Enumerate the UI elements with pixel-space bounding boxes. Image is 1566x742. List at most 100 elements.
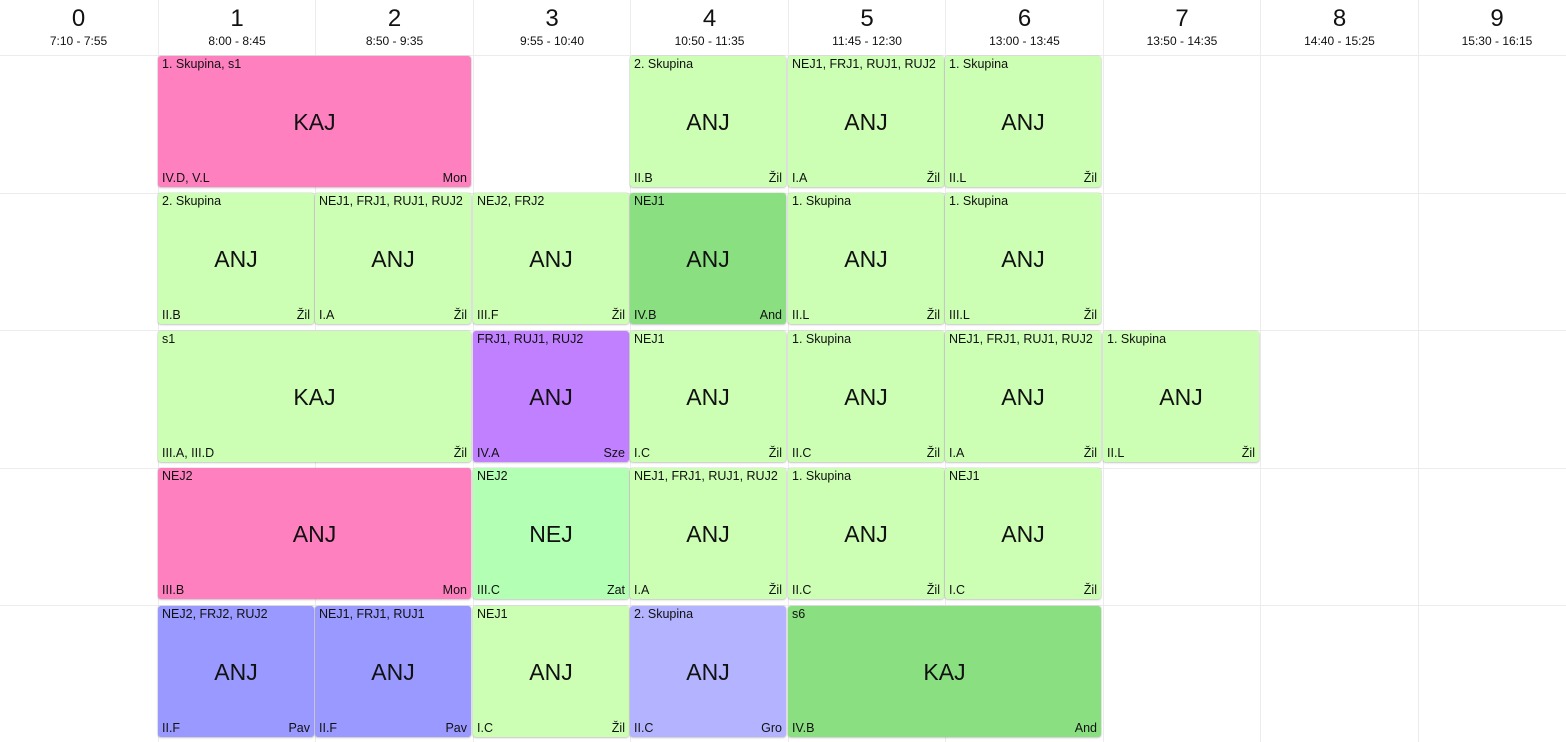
lesson-group-label: NEJ2 xyxy=(477,469,508,483)
lesson-group-label: 1. Skupina xyxy=(792,332,852,346)
lesson-card[interactable]: NEJ2, FRJ2, RUJ2 ANJ II.F Pav xyxy=(158,606,314,737)
lesson-group-label: NEJ2, FRJ2 xyxy=(477,194,545,208)
lesson-card[interactable]: 1. Skupina ANJ II.C Žil xyxy=(788,331,944,462)
period-number: 7 xyxy=(1175,5,1189,32)
period-time: 8:00 - 8:45 xyxy=(208,34,266,48)
lesson-class-label: II.B xyxy=(634,171,653,185)
lesson-group-label: FRJ1, RUJ1, RUJ2 xyxy=(477,332,584,346)
lesson-card[interactable]: NEJ2, FRJ2 ANJ III.F Žil xyxy=(473,193,629,324)
lesson-class-label: II.B xyxy=(162,308,181,322)
period-time: 14:40 - 15:25 xyxy=(1304,34,1375,48)
lesson-teacher-label: Pav xyxy=(445,721,467,735)
lesson-class-label: IV.B xyxy=(634,308,657,322)
lesson-teacher-label: Žil xyxy=(296,308,310,322)
lesson-group-label: 1. Skupina xyxy=(792,194,852,208)
lesson-card[interactable]: 1. Skupina ANJ II.L Žil xyxy=(945,56,1101,187)
lesson-card[interactable]: 1. Skupina, s1 KAJ IV.D, V.L Mon xyxy=(158,56,471,187)
period-time: 9:55 - 10:40 xyxy=(519,34,585,48)
lesson-teacher-label: And xyxy=(759,308,782,322)
lesson-group-label: NEJ1 xyxy=(634,332,665,346)
period-number: 1 xyxy=(230,5,244,32)
lesson-card[interactable]: NEJ1, FRJ1, RUJ1, RUJ2 ANJ I.A Žil xyxy=(315,193,471,324)
lesson-group-label: NEJ1, FRJ1, RUJ1, RUJ2 xyxy=(792,57,936,71)
lesson-teacher-label: Žil xyxy=(768,583,782,597)
lesson-teacher-label: Mon xyxy=(442,583,467,597)
lesson-card[interactable]: NEJ1 ANJ IV.B And xyxy=(630,193,786,324)
lesson-teacher-label: Sze xyxy=(603,446,625,460)
lesson-subject: NEJ xyxy=(529,520,573,547)
lesson-card[interactable]: FRJ1, RUJ1, RUJ2 ANJ IV.A Sze xyxy=(473,331,629,462)
lesson-class-label: IV.A xyxy=(477,446,500,460)
period-header-6: 6 13:00 - 13:45 xyxy=(945,0,1103,55)
lesson-card[interactable]: 1. Skupina ANJ II.L Žil xyxy=(788,193,944,324)
lesson-group-label: s6 xyxy=(792,607,806,621)
period-number: 4 xyxy=(702,5,717,32)
lesson-card[interactable]: 2. Skupina ANJ II.C Gro xyxy=(630,606,786,737)
lesson-subject: KAJ xyxy=(923,658,966,685)
lesson-class-label: III.B xyxy=(162,583,185,597)
lesson-card[interactable]: NEJ2 NEJ III.C Zat xyxy=(473,468,629,599)
lesson-teacher-label: Žil xyxy=(926,308,940,322)
lesson-card[interactable]: 1. Skupina ANJ II.C Žil xyxy=(788,468,944,599)
lesson-card[interactable]: NEJ1, FRJ1, RUJ1, RUJ2 ANJ I.A Žil xyxy=(945,331,1101,462)
period-number: 2 xyxy=(387,5,402,32)
period-time: 8:50 - 9:35 xyxy=(365,34,424,48)
lesson-teacher-label: Mon xyxy=(442,171,467,185)
period-header-3: 3 9:55 - 10:40 xyxy=(472,0,631,55)
lesson-class-label: I.A xyxy=(792,171,808,185)
lesson-card[interactable]: s1 KAJ III.A, III.D Žil xyxy=(158,331,471,462)
lesson-card[interactable]: 2. Skupina ANJ II.B Žil xyxy=(630,56,786,187)
period-header-0: 0 7:10 - 7:55 xyxy=(0,0,157,55)
lesson-subject: ANJ xyxy=(1001,383,1045,410)
period-number: 5 xyxy=(860,5,874,32)
lesson-teacher-label: Žil xyxy=(611,308,625,322)
lesson-group-label: NEJ2, FRJ2, RUJ2 xyxy=(162,607,268,621)
lesson-subject: ANJ xyxy=(686,658,730,685)
lesson-card[interactable]: s6 KAJ IV.B And xyxy=(788,606,1101,737)
lesson-teacher-label: Žil xyxy=(1083,171,1097,185)
lesson-class-label: III.A, III.D xyxy=(162,446,215,460)
period-number: 0 xyxy=(71,5,86,32)
grid-row-divider xyxy=(0,55,1566,56)
lesson-card[interactable]: NEJ1 ANJ I.C Žil xyxy=(473,606,629,737)
lesson-class-label: III.C xyxy=(477,583,500,597)
lesson-card[interactable]: NEJ1 ANJ I.C Žil xyxy=(945,468,1101,599)
period-number: 8 xyxy=(1332,5,1347,32)
lesson-subject: ANJ xyxy=(371,658,415,685)
lesson-class-label: III.L xyxy=(949,308,970,322)
lesson-group-label: 1. Skupina xyxy=(949,57,1009,71)
lesson-teacher-label: Žil xyxy=(1241,446,1255,460)
grid-column-divider xyxy=(1418,55,1419,742)
lesson-subject: ANJ xyxy=(686,245,730,272)
lesson-class-label: II.F xyxy=(319,721,338,735)
lesson-class-label: II.C xyxy=(634,721,654,735)
lesson-class-label: I.C xyxy=(949,583,965,597)
lesson-card[interactable]: NEJ1, FRJ1, RUJ1 ANJ II.F Pav xyxy=(315,606,471,737)
lesson-card[interactable]: 1. Skupina ANJ II.L Žil xyxy=(1103,331,1259,462)
lesson-group-label: 1. Skupina xyxy=(1107,332,1167,346)
lesson-class-label: II.L xyxy=(949,171,967,185)
lesson-card[interactable]: NEJ1 ANJ I.C Žil xyxy=(630,331,786,462)
period-header-8: 8 14:40 - 15:25 xyxy=(1260,0,1418,55)
lesson-subject: KAJ xyxy=(293,383,336,410)
lesson-card[interactable]: NEJ2 ANJ III.B Mon xyxy=(158,468,471,599)
period-time: 7:10 - 7:55 xyxy=(49,34,108,48)
period-number: 9 xyxy=(1490,5,1504,32)
lesson-card[interactable]: NEJ1, FRJ1, RUJ1, RUJ2 ANJ I.A Žil xyxy=(788,56,944,187)
grid-row-divider xyxy=(0,330,1566,331)
lesson-class-label: II.F xyxy=(162,721,181,735)
lesson-teacher-label: Zat xyxy=(606,583,625,597)
lesson-class-label: IV.B xyxy=(792,721,815,735)
lesson-group-label: 1. Skupina xyxy=(792,469,852,483)
lesson-card[interactable]: NEJ1, FRJ1, RUJ1, RUJ2 ANJ I.A Žil xyxy=(630,468,786,599)
lesson-card[interactable]: 2. Skupina ANJ II.B Žil xyxy=(158,193,314,324)
period-header-2: 2 8:50 - 9:35 xyxy=(315,0,473,55)
period-header-9: 9 15:30 - 16:15 xyxy=(1417,0,1566,55)
lesson-group-label: 1. Skupina xyxy=(949,194,1009,208)
lesson-class-label: I.A xyxy=(319,308,335,322)
lesson-subject: ANJ xyxy=(1159,383,1203,410)
period-header-4: 4 10:50 - 11:35 xyxy=(630,0,788,55)
lesson-group-label: 2. Skupina xyxy=(634,607,694,621)
lesson-teacher-label: And xyxy=(1074,721,1097,735)
lesson-card[interactable]: 1. Skupina ANJ III.L Žil xyxy=(945,193,1101,324)
